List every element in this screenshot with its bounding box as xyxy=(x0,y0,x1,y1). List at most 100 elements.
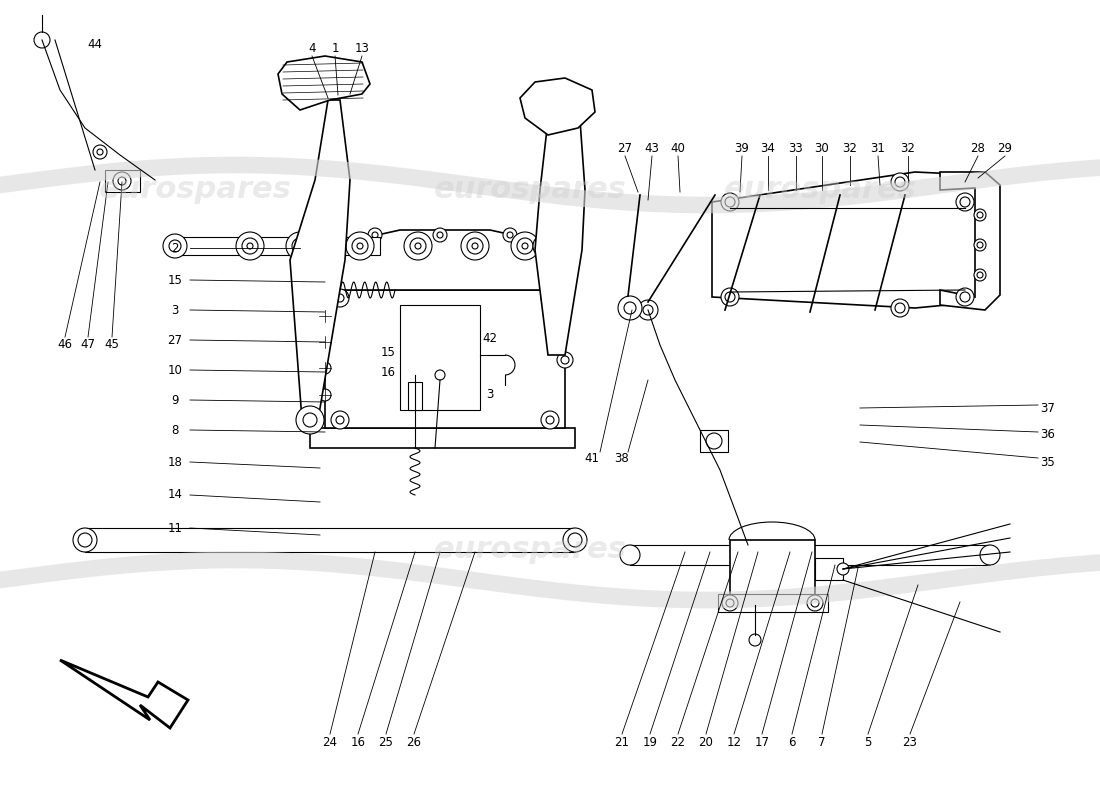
Text: 22: 22 xyxy=(671,735,685,749)
Text: 10: 10 xyxy=(167,363,183,377)
Polygon shape xyxy=(278,56,370,110)
Bar xyxy=(85,528,575,552)
Circle shape xyxy=(433,228,447,242)
Circle shape xyxy=(807,595,823,611)
Text: 28: 28 xyxy=(970,142,986,154)
Text: 26: 26 xyxy=(407,735,421,749)
Text: 19: 19 xyxy=(642,735,658,749)
Text: 15: 15 xyxy=(381,346,395,358)
Circle shape xyxy=(286,232,313,260)
Text: 9: 9 xyxy=(172,394,178,406)
Circle shape xyxy=(512,232,539,260)
Circle shape xyxy=(503,228,517,242)
Circle shape xyxy=(163,234,187,258)
Text: 33: 33 xyxy=(789,142,803,154)
Text: eurospares: eurospares xyxy=(433,535,626,565)
Circle shape xyxy=(891,173,909,191)
Circle shape xyxy=(891,299,909,317)
Text: 13: 13 xyxy=(354,42,370,54)
Text: 34: 34 xyxy=(760,142,775,154)
Polygon shape xyxy=(340,230,548,290)
Circle shape xyxy=(722,595,738,611)
Text: eurospares: eurospares xyxy=(724,175,916,205)
Bar xyxy=(408,382,422,410)
Polygon shape xyxy=(520,78,595,135)
Text: 23: 23 xyxy=(903,735,917,749)
Bar xyxy=(700,430,728,452)
Circle shape xyxy=(319,336,331,348)
Circle shape xyxy=(404,232,432,260)
Circle shape xyxy=(534,234,557,258)
Circle shape xyxy=(541,411,559,429)
Text: 25: 25 xyxy=(378,735,394,749)
Circle shape xyxy=(346,232,374,260)
Text: 20: 20 xyxy=(698,735,714,749)
Text: 11: 11 xyxy=(167,522,183,534)
Bar xyxy=(718,594,828,612)
Polygon shape xyxy=(104,170,140,192)
Circle shape xyxy=(837,563,849,575)
Bar xyxy=(630,545,990,565)
Text: 43: 43 xyxy=(645,142,659,154)
Text: 1: 1 xyxy=(331,42,339,54)
Text: 31: 31 xyxy=(870,142,886,154)
Text: 5: 5 xyxy=(865,735,871,749)
Circle shape xyxy=(980,545,1000,565)
Circle shape xyxy=(620,545,640,565)
Circle shape xyxy=(974,269,986,281)
Text: 39: 39 xyxy=(735,142,749,154)
Circle shape xyxy=(720,288,739,306)
Circle shape xyxy=(34,32,50,48)
Text: 46: 46 xyxy=(57,338,73,351)
Text: 27: 27 xyxy=(167,334,183,346)
Circle shape xyxy=(956,288,974,306)
Circle shape xyxy=(368,228,382,242)
Circle shape xyxy=(563,528,587,552)
Text: 45: 45 xyxy=(104,338,120,351)
Bar xyxy=(175,237,380,255)
Circle shape xyxy=(434,370,446,380)
Text: eurospares: eurospares xyxy=(99,175,292,205)
Text: 4: 4 xyxy=(308,42,316,54)
Polygon shape xyxy=(712,172,978,308)
Text: 14: 14 xyxy=(167,489,183,502)
Bar xyxy=(730,540,815,605)
Text: 6: 6 xyxy=(789,735,795,749)
Circle shape xyxy=(319,389,331,401)
Text: 38: 38 xyxy=(615,451,629,465)
Text: 17: 17 xyxy=(755,735,770,749)
Circle shape xyxy=(720,193,739,211)
Text: 3: 3 xyxy=(172,303,178,317)
Circle shape xyxy=(296,406,324,434)
Text: 32: 32 xyxy=(901,142,915,154)
Circle shape xyxy=(331,411,349,429)
Text: 44: 44 xyxy=(88,38,102,51)
Text: 21: 21 xyxy=(615,735,629,749)
Text: 12: 12 xyxy=(726,735,741,749)
Circle shape xyxy=(638,300,658,320)
Text: 37: 37 xyxy=(1040,402,1055,414)
Circle shape xyxy=(557,352,573,368)
Text: 40: 40 xyxy=(671,142,685,154)
Circle shape xyxy=(974,209,986,221)
Polygon shape xyxy=(324,290,565,428)
Circle shape xyxy=(461,232,490,260)
Text: 36: 36 xyxy=(1040,429,1055,442)
Circle shape xyxy=(541,289,559,307)
Circle shape xyxy=(974,239,986,251)
Text: 42: 42 xyxy=(483,331,497,345)
Polygon shape xyxy=(60,660,188,728)
Bar xyxy=(815,558,843,580)
Text: 27: 27 xyxy=(617,142,632,154)
Circle shape xyxy=(319,310,331,322)
Polygon shape xyxy=(940,172,1000,310)
Circle shape xyxy=(956,193,974,211)
Text: 15: 15 xyxy=(167,274,183,286)
Circle shape xyxy=(319,362,331,374)
Text: eurospares: eurospares xyxy=(433,175,626,205)
Text: 8: 8 xyxy=(172,423,178,437)
Text: 2: 2 xyxy=(172,242,178,254)
Text: 18: 18 xyxy=(167,455,183,469)
Circle shape xyxy=(94,145,107,159)
Text: 7: 7 xyxy=(818,735,826,749)
